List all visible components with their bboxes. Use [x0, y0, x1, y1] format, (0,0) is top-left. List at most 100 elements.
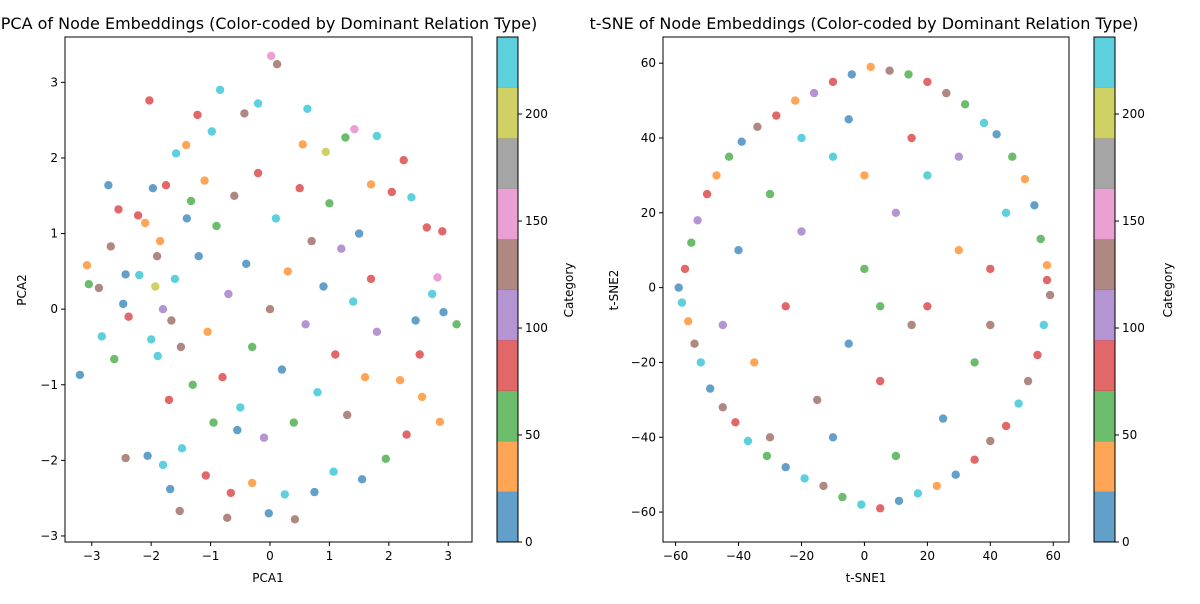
tsne-point: [828, 77, 838, 87]
tsne-point: [800, 474, 809, 483]
tsne-colorbar-segment: [1094, 37, 1115, 88]
pca-point: [428, 289, 437, 299]
pca-point: [171, 149, 181, 158]
pca-point: [148, 184, 158, 193]
pca-title: PCA of Node Embeddings (Color-coded by D…: [1, 14, 537, 33]
tsne-point: [765, 433, 775, 442]
tsne-point: [891, 208, 901, 217]
pca-x-tick-label: 3: [444, 549, 452, 563]
pca-x-ticks: −3 −2 −1 0 1 2 3: [83, 542, 452, 563]
pca-point: [271, 214, 281, 223]
tsne-point: [986, 320, 995, 330]
tsne-point: [684, 317, 693, 326]
pca-point: [321, 147, 330, 157]
pca-colorbar-tick-label: 150: [525, 214, 548, 228]
pca-colorbar-tick-label: 0: [525, 535, 533, 549]
tsne-colorbar-segment: [1094, 441, 1115, 492]
pca-point: [372, 131, 382, 141]
tsne-colorbar-tick-label: 100: [1122, 321, 1145, 335]
pca-point: [230, 191, 239, 200]
pca-point: [267, 51, 276, 61]
tsne-point: [750, 358, 759, 367]
pca-y-ticks: −3 −2 −1 0 1 2 3: [40, 75, 65, 543]
pca-points: [75, 51, 461, 524]
pca-point: [158, 305, 168, 314]
tsne-point: [762, 451, 772, 461]
pca-point: [155, 236, 165, 246]
tsne-point: [718, 403, 727, 412]
pca-point: [435, 417, 445, 426]
pca-point: [417, 392, 427, 402]
pca-point: [110, 354, 119, 364]
pca-point: [331, 350, 340, 359]
tsne-point: [696, 358, 705, 367]
tsne-point: [923, 302, 932, 311]
tsne-point: [1014, 399, 1023, 408]
pca-colorbar-segment: [497, 340, 518, 391]
pca-colorbar: 0 50 100 150 200: [496, 36, 548, 549]
tsne-point: [674, 283, 683, 292]
tsne-point: [734, 246, 743, 255]
tsne-point: [1008, 152, 1017, 161]
tsne-point: [677, 298, 687, 307]
tsne-point: [979, 118, 989, 128]
tsne-point: [938, 414, 948, 423]
pca-point: [242, 259, 251, 268]
tsne-point: [781, 463, 790, 472]
tsne-point: [844, 339, 853, 348]
pca-point: [350, 125, 359, 134]
tsne-x-tick-label: 20: [920, 549, 935, 563]
tsne-point: [819, 481, 828, 491]
pca-point: [407, 193, 416, 202]
pca-point: [381, 454, 390, 463]
pca-colorbar-tick-label: 100: [525, 321, 548, 335]
pca-point: [223, 513, 232, 522]
tsne-panel: t-SNE of Node Embeddings (Color-coded by…: [590, 14, 1176, 585]
pca-y-tick-label: 1: [50, 227, 58, 241]
tsne-point: [857, 500, 866, 509]
pca-point: [145, 96, 154, 105]
pca-point: [248, 478, 257, 488]
pca-y-tick-label: −2: [40, 453, 58, 467]
pca-colorbar-frame: [496, 36, 519, 543]
tsne-colorbar-segment: [1094, 390, 1115, 442]
pca-point: [259, 433, 269, 442]
pca-point: [151, 282, 160, 291]
tsne-point: [765, 189, 775, 199]
pca-x-tick-label: −2: [142, 549, 160, 563]
pca-point: [203, 327, 212, 336]
tsne-point: [860, 264, 869, 274]
pca-point: [121, 270, 130, 279]
tsne-x-tick-label: −60: [663, 549, 688, 563]
pca-point: [236, 403, 245, 412]
pca-point: [272, 59, 282, 69]
tsne-point: [876, 302, 885, 311]
pca-colorbar-segment: [497, 441, 518, 492]
pca-x-tick-label: 1: [326, 549, 334, 563]
pca-point: [387, 187, 396, 197]
pca-point: [438, 227, 447, 236]
tsne-point: [992, 130, 1001, 139]
tsne-point: [860, 171, 869, 180]
tsne-y-tick-label: −60: [631, 505, 656, 519]
tsne-colorbar-tick-label: 0: [1122, 535, 1130, 549]
pca-point: [218, 373, 227, 382]
tsne-point: [970, 358, 979, 367]
pca-y-tick-label: −3: [40, 529, 58, 543]
tsne-colorbar-label: Category: [1161, 263, 1175, 318]
pca-point: [290, 515, 300, 524]
tsne-colorbar-segment: [1094, 188, 1115, 240]
pca-y-label: PCA2: [15, 274, 29, 305]
tsne-point: [693, 216, 702, 225]
pca-colorbar-segment: [497, 289, 518, 341]
pca-point: [161, 181, 171, 190]
tsne-point: [781, 302, 790, 311]
pca-point: [147, 335, 156, 344]
tsne-point: [1033, 350, 1042, 360]
tsne-x-tick-label: −40: [726, 549, 751, 563]
tsne-point: [1001, 421, 1011, 431]
pca-point: [233, 425, 242, 435]
pca-point: [212, 221, 221, 231]
tsne-point: [904, 70, 913, 79]
tsne-point: [797, 133, 806, 143]
